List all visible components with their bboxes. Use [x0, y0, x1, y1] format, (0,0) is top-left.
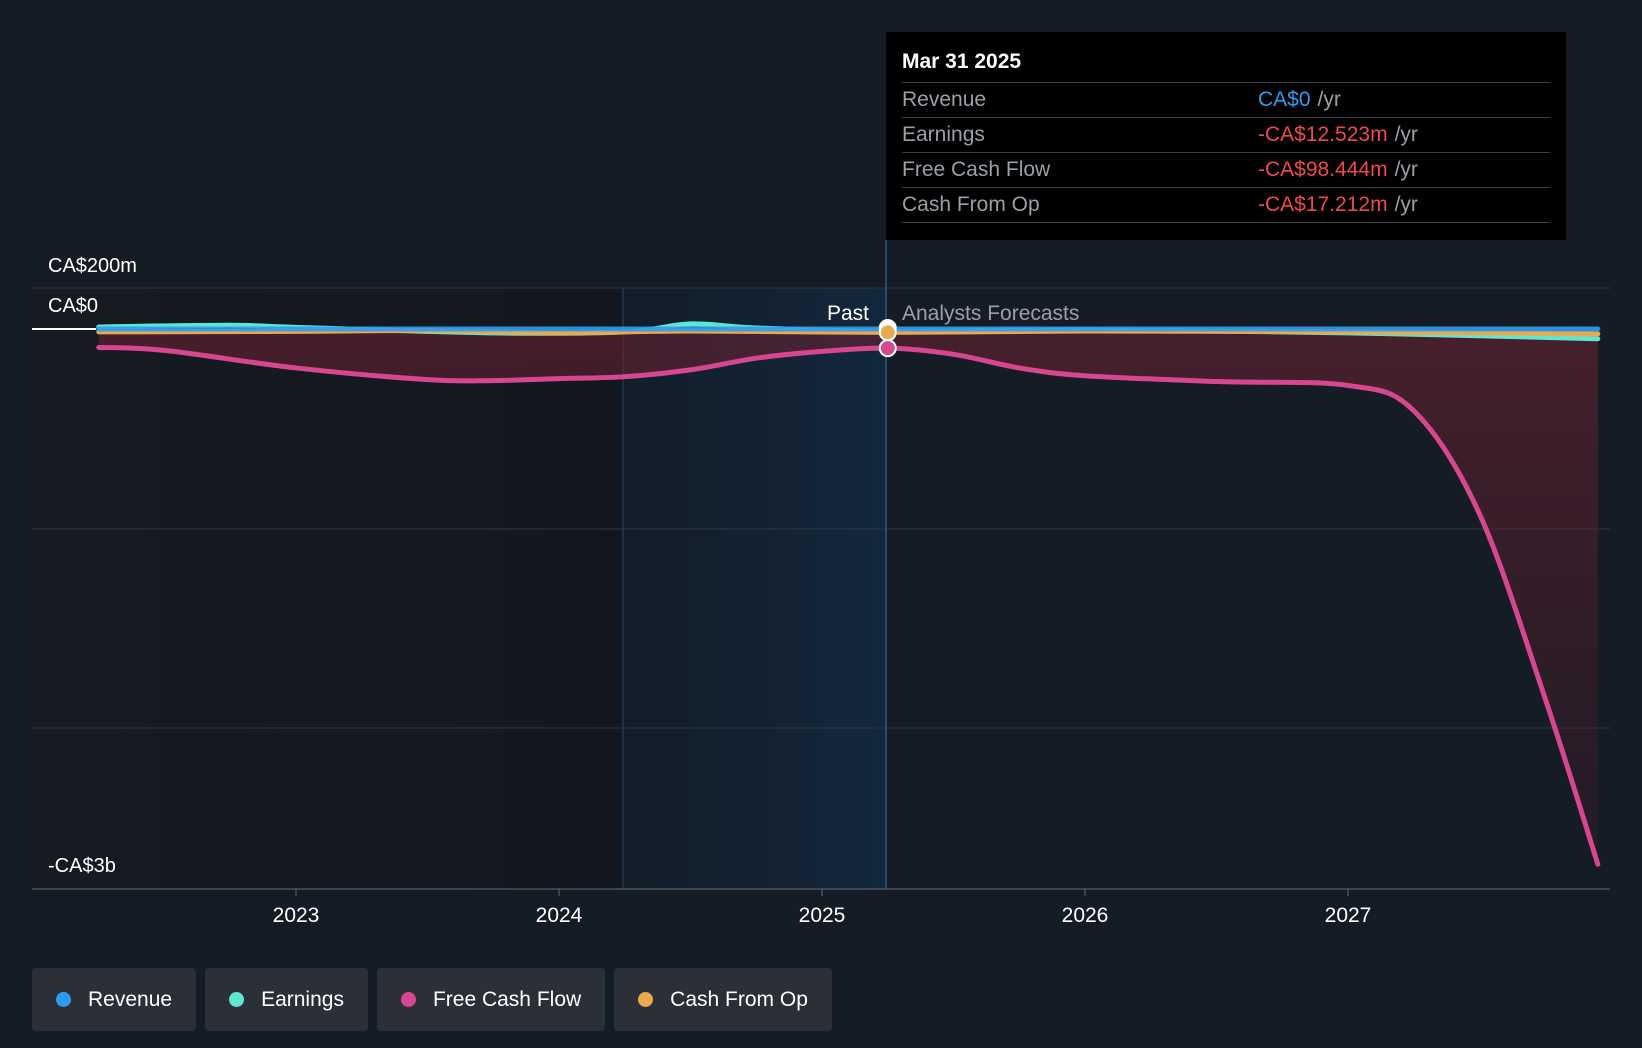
- highlight-region: [623, 288, 887, 889]
- legend-dot-icon: [638, 992, 654, 1007]
- tooltip-row-free-cash-flow: Free Cash Flow -CA$98.444m /yr: [902, 153, 1550, 188]
- x-tick-label: 2024: [536, 904, 583, 927]
- tooltip-label: Earnings: [902, 123, 985, 146]
- tooltip-row-cash-from-op: Cash From Op -CA$17.212m /yr: [902, 188, 1550, 223]
- past-label: Past: [827, 302, 869, 325]
- tooltip-unit: /yr: [1317, 88, 1341, 111]
- tooltip-value: CA$0: [1258, 88, 1311, 111]
- legend-label: Earnings: [261, 987, 344, 1011]
- legend-dot-icon: [56, 992, 71, 1007]
- legend-item-cash-from-op[interactable]: Cash From Op: [614, 968, 832, 1031]
- tooltip-row-revenue: Revenue CA$0 /yr: [902, 83, 1550, 118]
- y-label-zero: CA$0: [48, 295, 98, 317]
- tooltip-label: Cash From Op: [902, 193, 1040, 216]
- free-cash-flow-area: [98, 329, 1598, 865]
- tooltip-label: Revenue: [902, 88, 987, 111]
- legend-item-earnings[interactable]: Earnings: [205, 968, 368, 1031]
- tooltip-unit: /yr: [1394, 158, 1418, 181]
- x-tick-label: 2027: [1325, 904, 1372, 927]
- legend-label: Free Cash Flow: [432, 987, 582, 1011]
- legend-dot-icon: [229, 992, 245, 1007]
- x-tick-label: 2026: [1062, 904, 1109, 927]
- tooltip-value: -CA$17.212m: [1258, 193, 1388, 216]
- legend-label: Cash From Op: [670, 987, 808, 1011]
- legend-label: Revenue: [88, 987, 173, 1011]
- y-label-top: CA$200m: [48, 255, 137, 277]
- tooltip-value: -CA$12.523m: [1258, 123, 1388, 146]
- tooltip-label: Free Cash Flow: [902, 158, 1051, 181]
- forecast-label: Analysts Forecasts: [902, 302, 1079, 325]
- legend-item-free-cash-flow[interactable]: Free Cash Flow: [376, 968, 606, 1031]
- tooltip-unit: /yr: [1394, 193, 1418, 216]
- tooltip: Mar 31 2025 Revenue CA$0 /yr Earnings -C…: [886, 32, 1566, 240]
- tooltip-unit: /yr: [1394, 123, 1418, 146]
- legend-item-revenue[interactable]: Revenue: [32, 968, 197, 1031]
- marker-free-cash-flow: [878, 339, 897, 358]
- tooltip-row-earnings: Earnings -CA$12.523m /yr: [902, 118, 1550, 153]
- tooltip-date: Mar 31 2025: [902, 46, 1550, 83]
- marker-cash-from-op: [878, 323, 897, 342]
- legend-dot-icon: [400, 992, 416, 1007]
- x-tick-label: 2023: [273, 904, 320, 927]
- legend: Revenue Earnings Free Cash Flow Cash Fro…: [32, 968, 832, 1031]
- tooltip-value: -CA$98.444m: [1258, 158, 1388, 181]
- y-label-bottom: -CA$3b: [48, 855, 116, 877]
- x-tick-label: 2025: [799, 904, 846, 927]
